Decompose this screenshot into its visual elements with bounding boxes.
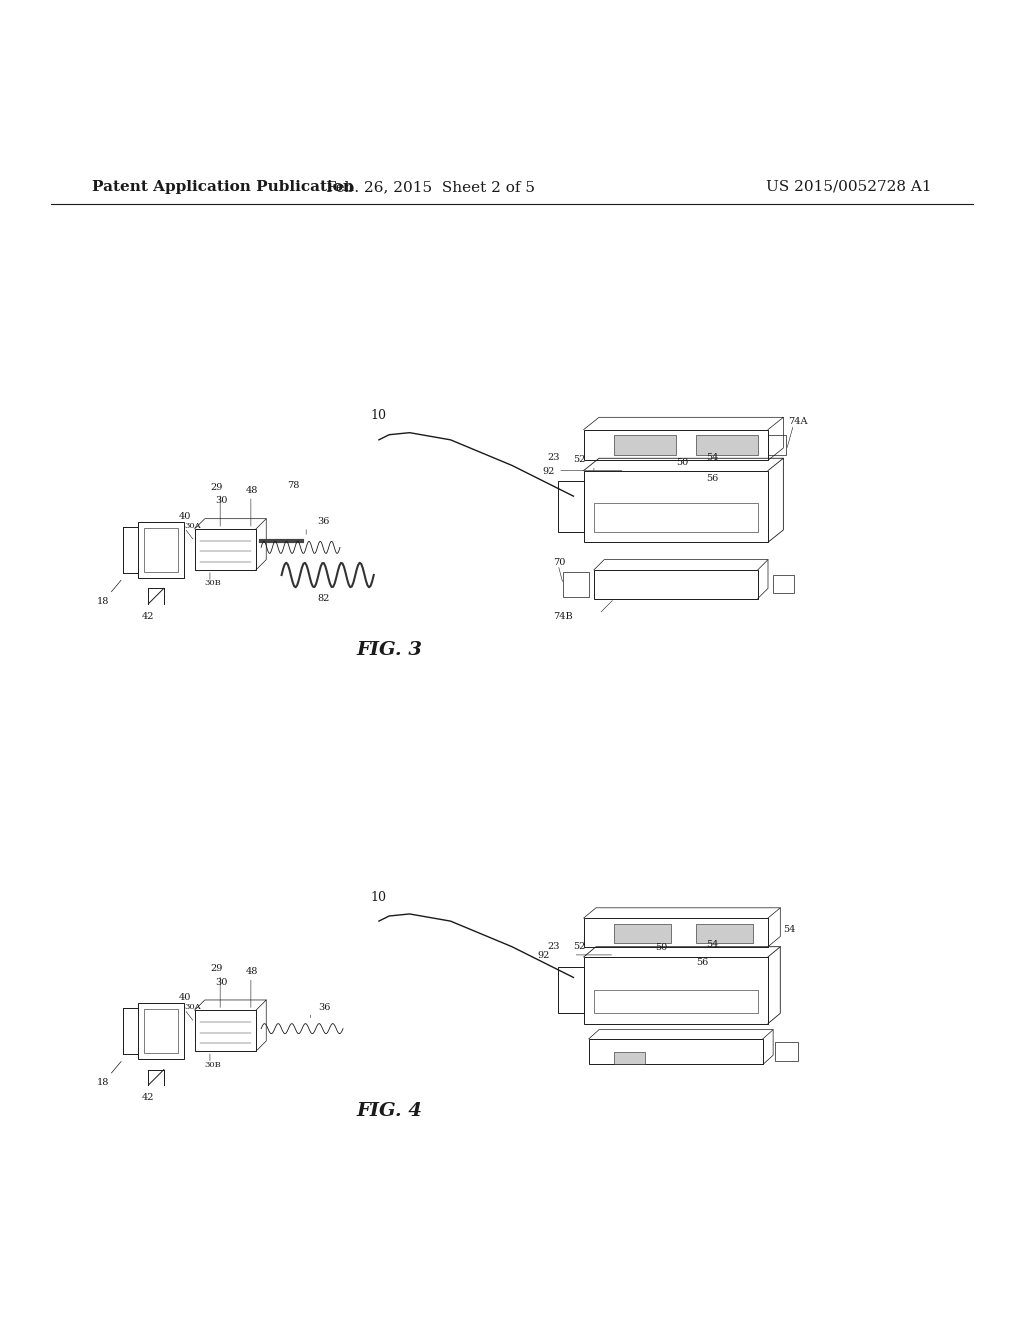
Bar: [584, 957, 768, 1023]
Text: 74A: 74A: [788, 417, 808, 426]
Bar: [589, 1039, 763, 1064]
Text: 50: 50: [655, 942, 668, 952]
Bar: [696, 434, 758, 455]
Bar: [144, 528, 178, 572]
Text: 78: 78: [287, 480, 299, 490]
Text: 30: 30: [215, 978, 227, 986]
Text: 56: 56: [696, 958, 709, 968]
Bar: [614, 924, 671, 942]
Text: FIG. 3: FIG. 3: [356, 642, 422, 659]
Bar: [138, 1003, 184, 1060]
Text: 40: 40: [179, 512, 191, 520]
Text: Patent Application Publication: Patent Application Publication: [92, 180, 354, 194]
Text: 18: 18: [97, 581, 121, 606]
Text: 50: 50: [676, 458, 688, 467]
Bar: [195, 529, 256, 570]
Bar: [594, 990, 758, 1014]
Text: 92: 92: [538, 950, 550, 960]
Text: US 2015/0052728 A1: US 2015/0052728 A1: [766, 180, 932, 194]
Text: 54: 54: [707, 453, 719, 462]
Text: 52: 52: [573, 941, 586, 950]
Text: 54: 54: [707, 940, 719, 949]
Text: 30A: 30A: [184, 521, 201, 529]
Bar: [594, 503, 758, 532]
Text: 42: 42: [142, 612, 155, 620]
Text: 29: 29: [210, 483, 222, 492]
Text: 70: 70: [553, 558, 565, 566]
Text: 23: 23: [548, 941, 560, 950]
Bar: [144, 1010, 178, 1053]
Bar: [563, 572, 589, 597]
Bar: [584, 917, 768, 946]
Text: Feb. 26, 2015  Sheet 2 of 5: Feb. 26, 2015 Sheet 2 of 5: [326, 180, 535, 194]
Text: 48: 48: [246, 968, 258, 977]
Text: 92: 92: [543, 467, 555, 475]
Bar: [773, 576, 794, 594]
Text: 54: 54: [783, 925, 796, 935]
Text: 30B: 30B: [205, 579, 221, 587]
Text: 30B: 30B: [205, 1060, 221, 1068]
Bar: [614, 1052, 645, 1064]
Text: 40: 40: [179, 993, 191, 1002]
Text: 23: 23: [548, 453, 560, 462]
Bar: [594, 570, 758, 598]
Bar: [195, 1010, 256, 1051]
Text: 10: 10: [371, 891, 387, 904]
Text: 82: 82: [317, 594, 330, 603]
Bar: [584, 429, 768, 461]
Text: 48: 48: [246, 486, 258, 495]
Text: 56: 56: [707, 474, 719, 483]
Text: 30: 30: [215, 496, 227, 506]
Bar: [775, 1041, 798, 1061]
Text: 30A: 30A: [184, 1003, 201, 1011]
Bar: [584, 470, 768, 543]
Text: 74B: 74B: [553, 612, 572, 620]
Text: 42: 42: [142, 1093, 155, 1102]
Text: 18: 18: [97, 1061, 121, 1086]
Bar: [614, 434, 676, 455]
Text: 10: 10: [371, 409, 387, 422]
Bar: [558, 480, 584, 532]
Text: 52: 52: [573, 455, 586, 465]
Text: FIG. 4: FIG. 4: [356, 1102, 422, 1119]
Text: 29: 29: [210, 965, 222, 973]
Text: 36: 36: [317, 517, 330, 525]
Bar: [768, 434, 786, 455]
Text: 36: 36: [318, 1003, 331, 1012]
Bar: [558, 968, 584, 1014]
Bar: [696, 924, 753, 942]
Bar: [138, 521, 184, 578]
